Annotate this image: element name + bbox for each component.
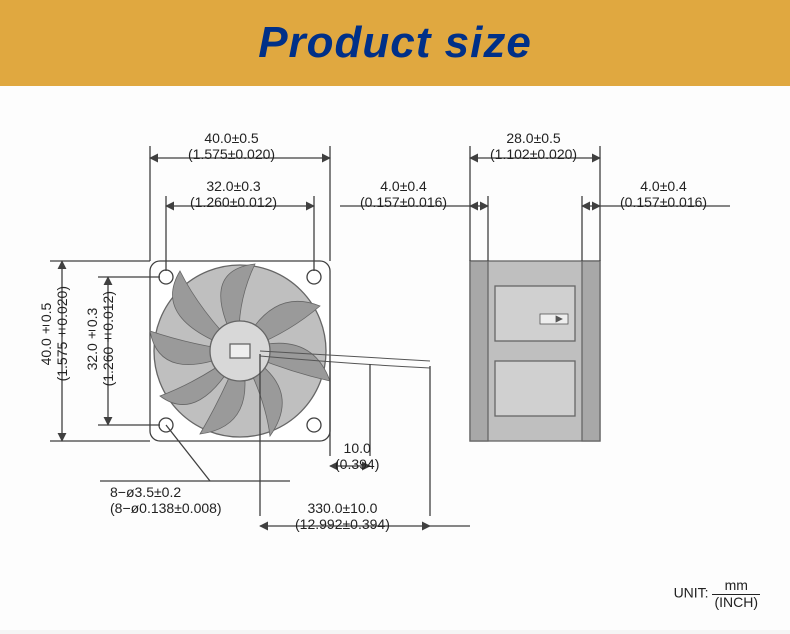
header-title: Product size [0, 0, 790, 86]
dim-outer-w: 40.0±0.5(1.575±0.020) [188, 130, 275, 162]
drawing-svg [0, 86, 790, 630]
dim-depth: 28.0±0.5(1.102±0.020) [490, 130, 577, 162]
dim-outer-h: 40.0±0.5(1.575±0.020) [38, 286, 70, 381]
technical-drawing: 40.0±0.5(1.575±0.020) 32.0±0.3(1.260±0.0… [0, 86, 790, 630]
dim-hole: 8−ø3.5±0.2(8−ø0.138±0.008) [110, 484, 222, 516]
dim-edge-b: 4.0±0.4(0.157±0.016) [620, 178, 707, 210]
dim-bolt-w: 32.0±0.3(1.260±0.012) [190, 178, 277, 210]
dim-bolt-h: 32.0±0.3(1.260±0.012) [84, 291, 116, 386]
unit-label: UNIT: mm(INCH) [674, 578, 760, 610]
side-view [470, 261, 600, 441]
dim-edge-a: 4.0±0.4(0.157±0.016) [360, 178, 447, 210]
dim-cable: 330.0±10.0(12.992±0.394) [295, 500, 390, 532]
dim-lead: 10.0(0.394) [335, 440, 379, 472]
front-view [150, 261, 430, 441]
